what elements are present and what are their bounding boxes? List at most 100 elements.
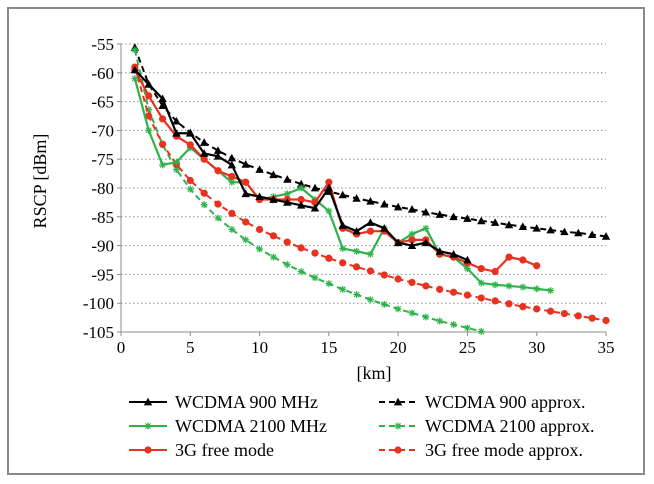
- legend-marker: [144, 446, 152, 454]
- data-point: [325, 254, 333, 262]
- grid-lines: [121, 43, 606, 304]
- data-point: [366, 227, 375, 235]
- data-point: [186, 141, 194, 149]
- data-point: [519, 256, 527, 264]
- data-point: [242, 236, 250, 244]
- data-point: [491, 281, 499, 289]
- series-wcdma-900-approx: [130, 43, 611, 240]
- data-point: [173, 158, 180, 166]
- legend-label: WCDMA 900 approx.: [425, 392, 586, 412]
- data-point: [450, 321, 457, 328]
- series-3g-free-mode-approx: [131, 63, 610, 325]
- data-point: [255, 192, 264, 200]
- series-3g-free-mode: [131, 66, 541, 276]
- x-tick-label: 0: [117, 338, 126, 357]
- legend: WCDMA 900 MHz WCDMA 900 approx. WCDMA 2100…: [129, 392, 595, 460]
- legend-item: WCDMA 900 approx.: [379, 392, 586, 412]
- y-tick-label: -80: [91, 179, 114, 198]
- data-point: [269, 232, 278, 240]
- data-point: [199, 138, 209, 146]
- data-point: [228, 172, 236, 181]
- data-point: [213, 152, 223, 160]
- data-point: [366, 218, 375, 226]
- data-point: [296, 201, 306, 209]
- x-axis-title: [km]: [357, 363, 392, 383]
- data-point: [186, 185, 194, 193]
- data-point: [394, 275, 402, 283]
- data-point: [172, 129, 181, 137]
- series-line: [133, 78, 551, 292]
- data-point: [242, 178, 250, 186]
- data-point: [367, 250, 374, 258]
- data-point: [339, 245, 347, 252]
- data-point: [199, 149, 209, 157]
- data-point: [407, 205, 417, 213]
- y-tick-label: -65: [91, 93, 114, 112]
- data-point: [200, 155, 208, 163]
- data-point: [145, 92, 153, 100]
- data-point: [533, 305, 541, 313]
- data-point: [159, 161, 166, 169]
- legend-marker: [143, 397, 153, 406]
- data-point: [214, 214, 222, 222]
- x-tick-label: 25: [459, 338, 476, 357]
- data-point: [367, 296, 374, 304]
- data-point: [407, 241, 417, 249]
- series-wcdma-2100-approx: [131, 46, 485, 335]
- legend-item: 3G free mode approx.: [379, 440, 583, 460]
- data-point: [601, 232, 611, 240]
- data-point: [270, 253, 277, 261]
- legend-label: 3G free mode: [175, 440, 274, 460]
- data-point: [228, 209, 236, 217]
- x-tick-label: 20: [390, 338, 407, 357]
- data-point: [505, 300, 513, 308]
- data-point: [131, 75, 139, 82]
- y-tick-label: -90: [91, 237, 114, 256]
- data-point: [422, 224, 430, 232]
- data-point: [408, 278, 416, 287]
- data-point: [588, 314, 596, 322]
- data-point: [449, 250, 458, 258]
- data-point: [422, 282, 430, 290]
- data-point: [532, 224, 541, 232]
- data-point: [158, 101, 167, 109]
- legend-marker: [144, 422, 152, 430]
- y-tick-label: -60: [91, 64, 114, 83]
- y-axis-title: RSCP [dBm]: [30, 134, 50, 229]
- data-point: [421, 238, 431, 247]
- legend-item: WCDMA 2100 MHz: [129, 416, 327, 436]
- data-point: [352, 194, 361, 202]
- data-point: [408, 309, 416, 317]
- data-point: [380, 224, 389, 232]
- data-point: [145, 112, 153, 120]
- data-point: [560, 309, 569, 318]
- data-point: [560, 227, 569, 236]
- data-point: [533, 285, 541, 293]
- data-point: [269, 195, 278, 203]
- data-point: [477, 279, 485, 287]
- chart-frame: -55 -60 -65 -70 -75 -80 -85 -90 -95 -100 -105 0 5 10 1…: [7, 7, 645, 475]
- data-point: [491, 267, 499, 276]
- legend-label: WCDMA 900 MHz: [175, 392, 318, 412]
- data-point: [353, 247, 360, 255]
- data-point: [546, 307, 555, 315]
- y-tick-label: -105: [83, 323, 114, 342]
- data-point: [131, 46, 139, 54]
- data-point: [436, 285, 444, 293]
- data-point: [283, 261, 291, 269]
- data-point: [449, 288, 458, 296]
- data-point: [435, 247, 444, 255]
- data-point: [158, 94, 167, 103]
- data-point: [393, 202, 403, 211]
- data-point: [186, 129, 195, 137]
- data-point: [227, 153, 237, 162]
- data-point: [352, 227, 361, 235]
- data-point: [436, 317, 444, 325]
- data-point: [339, 259, 347, 267]
- series-line: [133, 47, 607, 238]
- data-point: [380, 199, 389, 208]
- data-point: [214, 167, 222, 175]
- data-point: [297, 195, 305, 204]
- legend-item: WCDMA 900 MHz: [129, 392, 318, 412]
